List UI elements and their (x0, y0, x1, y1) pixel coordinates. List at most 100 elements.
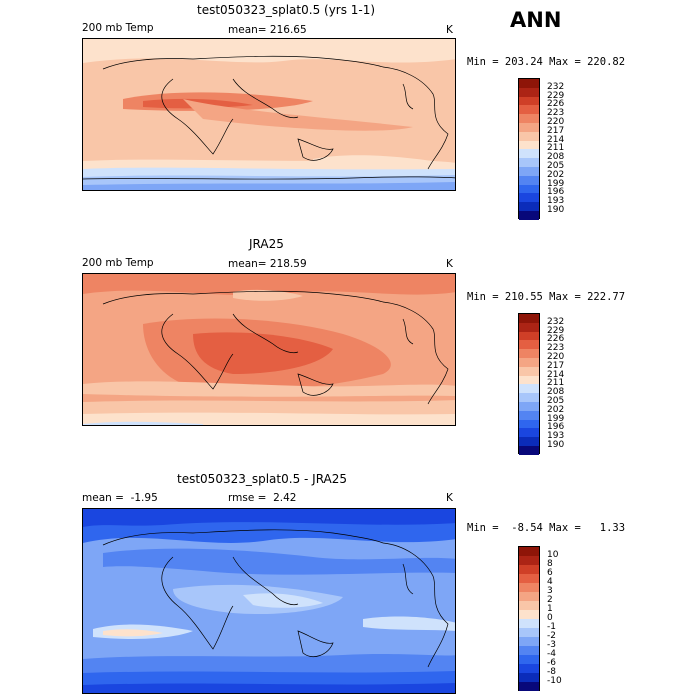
panel-3-min-max: Min = -8.54 Max = 1.33 (467, 522, 626, 534)
panel-1-colorbar-swatch (519, 193, 539, 203)
colorbar-level-label: 217 (547, 360, 565, 371)
colorbar-level-label: 8 (547, 559, 553, 569)
panel-1-colorbar-swatch (519, 210, 539, 220)
panel-2-colorbar-swatch (519, 314, 539, 323)
colorbar-level-label: -2 (547, 631, 556, 641)
panel-2-colorbar-swatch (519, 410, 539, 420)
panel-1-colorbar-swatch (519, 166, 539, 176)
panel-1-colorbar (518, 78, 540, 220)
panel-1-colorbar-swatch (519, 184, 539, 194)
panel-3-colorbar-swatch (519, 601, 539, 610)
colorbar-level-label: 2 (547, 595, 553, 605)
panel-3-colorbar-swatch (519, 556, 539, 565)
colorbar-level-label: 232 (547, 316, 565, 327)
panel-2-unit-label: K (446, 258, 453, 270)
panel-2-colorbar (518, 313, 540, 455)
colorbar-level-label: 223 (547, 108, 565, 119)
panel-3-map (82, 508, 456, 694)
panel-1-colorbar-swatch (519, 114, 539, 123)
panel-2-colorbar-swatch (519, 384, 539, 394)
panel-2-colorbar-swatch (519, 419, 539, 429)
colorbar-level-label: 199 (547, 413, 565, 424)
colorbar-level-label: 4 (547, 577, 553, 587)
colorbar-level-label: 6 (547, 568, 553, 578)
panel-3-colorbar-swatch (519, 583, 539, 592)
panel-2-colorbar-swatch (519, 428, 539, 438)
colorbar-level-label: 226 (547, 99, 565, 110)
colorbar-level-label: 199 (547, 178, 565, 189)
colorbar-level-label: 208 (547, 387, 565, 398)
panel-1-colorbar-swatch (519, 79, 539, 88)
colorbar-level-label: 10 (547, 550, 559, 560)
colorbar-level-label: 226 (547, 334, 565, 345)
colorbar-level-label: 232 (547, 81, 565, 92)
panel-1-colorbar-swatch (519, 202, 539, 211)
panel-1-min-max: Min = 203.24 Max = 220.82 (467, 56, 626, 68)
colorbar-level-label: 193 (547, 431, 565, 442)
panel-2-colorbar-swatch (519, 375, 539, 385)
panel-2-colorbar-swatch (519, 437, 539, 446)
colorbar-level-label: 202 (547, 169, 565, 180)
panel-3-colorbar-swatch (519, 565, 539, 574)
panel-3-unit-label: K (446, 492, 453, 504)
panel-3-title: test050323_splat0.5 - JRA25 (177, 472, 348, 486)
colorbar-level-label: 214 (547, 369, 565, 380)
panel-3-colorbar-swatch (519, 592, 539, 601)
panel-2-colorbar-swatch (519, 357, 539, 367)
colorbar-level-label: -6 (547, 658, 556, 668)
panel-1-colorbar-swatch (519, 140, 539, 150)
panel-1-unit-label: K (446, 24, 453, 36)
panel-2-colorbar-swatch (519, 340, 539, 350)
colorbar-level-label: 0 (547, 613, 553, 623)
panel-1-colorbar-swatch (519, 131, 539, 141)
colorbar-level-label: 208 (547, 152, 565, 163)
panel-2-min-max: Min = 210.55 Max = 222.77 (467, 291, 626, 303)
colorbar-level-label: 190 (547, 440, 565, 450)
colorbar-level-label: 196 (547, 187, 565, 198)
panel-2-colorbar-swatch (519, 349, 539, 358)
panel-2-variable-label: 200 mb Temp (82, 257, 154, 269)
panel-1-colorbar-swatch (519, 87, 539, 97)
colorbar-level-label: 229 (547, 90, 565, 101)
season-label: ANN (510, 8, 562, 32)
panel-3-colorbar-swatch (519, 655, 539, 664)
panel-2-colorbar-swatch (519, 331, 539, 341)
panel-2-colorbar-swatch (519, 393, 539, 402)
colorbar-level-label: 1 (547, 604, 553, 614)
panel-3-colorbar (518, 546, 540, 691)
panel-3-colorbar-swatch (519, 637, 539, 646)
panel-1-colorbar-swatch (519, 149, 539, 159)
panel-1-map (82, 38, 456, 191)
panel-1-title: test050323_splat0.5 (yrs 1-1) (197, 3, 376, 17)
colorbar-level-label: -1 (547, 622, 556, 632)
colorbar-level-label: 211 (547, 378, 565, 389)
panel-3-colorbar-swatch (519, 682, 539, 691)
panel-1-colorbar-swatch (519, 122, 539, 132)
colorbar-level-label: 205 (547, 396, 565, 406)
colorbar-level-label: 214 (547, 134, 565, 145)
colorbar-level-label: 229 (547, 325, 565, 336)
colorbar-level-label: -4 (547, 649, 556, 659)
panel-3-colorbar-swatch (519, 610, 539, 619)
panel-1-variable-label: 200 mb Temp (82, 22, 154, 34)
panel-2-title: JRA25 (249, 237, 284, 251)
panel-3-colorbar-swatch (519, 547, 539, 556)
panel-3-colorbar-swatch (519, 574, 539, 583)
colorbar-level-label: 223 (547, 343, 565, 354)
colorbar-level-label: 220 (547, 352, 565, 362)
panel-3-rmse-label: rmse = 2.42 (228, 492, 297, 504)
colorbar-level-label: 220 (547, 117, 565, 127)
colorbar-level-label: 217 (547, 125, 565, 136)
panel-1-colorbar-swatch (519, 175, 539, 185)
panel-2-colorbar-swatch (519, 445, 539, 455)
colorbar-level-label: 190 (547, 205, 565, 215)
panel-1-colorbar-swatch (519, 158, 539, 167)
colorbar-level-label: 211 (547, 143, 565, 154)
panel-3-colorbar-swatch (519, 664, 539, 673)
panel-1-colorbar-swatch (519, 96, 539, 106)
panel-2-map (82, 273, 456, 426)
panel-2-colorbar-swatch (519, 401, 539, 411)
panel-1-mean-label: mean= 216.65 (228, 24, 307, 36)
panel-3-colorbar-swatch (519, 628, 539, 637)
panel-2-colorbar-swatch (519, 322, 539, 332)
